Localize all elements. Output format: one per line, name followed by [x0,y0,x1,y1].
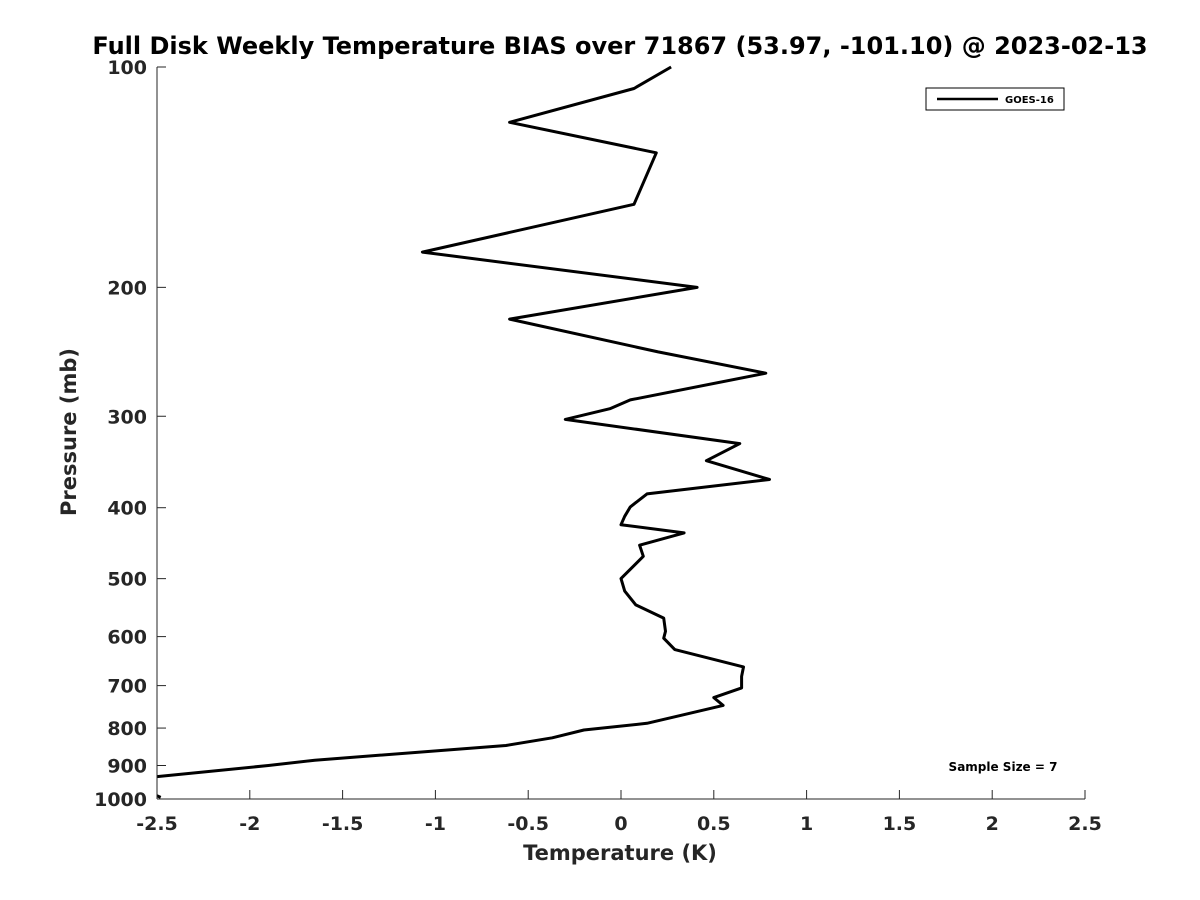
legend: GOES-16 [925,87,1065,111]
x-axis-label: Temperature (K) [523,841,717,865]
x-tick-label: 1 [800,813,813,835]
y-tick-label: 600 [107,627,147,649]
legend-label: GOES-16 [1005,95,1054,106]
chart-title: Full Disk Weekly Temperature BIAS over 7… [92,32,1147,60]
y-tick-label: 900 [107,756,147,778]
y-tick-label: 100 [107,57,147,79]
series-line-goes-16 [156,65,771,779]
y-axis-label: Pressure (mb) [57,348,81,516]
x-tick-label: -1 [425,813,446,835]
x-tick-label: 1.5 [883,813,917,835]
sample-size-annotation: Sample Size = 7 [949,760,1058,774]
y-tick-label: 800 [107,718,147,740]
y-axis: 100 200 300 400 500 600 700 800 900 1000 [94,57,166,811]
x-axis: -2.5 -2 -1.5 -1 -0.5 0 0.5 1 1.5 2 2.5 [136,790,1102,835]
y-tick-label: 200 [107,277,147,299]
x-tick-label: -1.5 [322,813,364,835]
y-tick-label: 700 [107,676,147,698]
x-tick-label: 2 [986,813,999,835]
x-tick-label: 2.5 [1068,813,1102,835]
y-tick-label: 500 [107,569,147,591]
plot-area [156,65,771,799]
x-tick-label: -2 [239,813,260,835]
series-line-segment [156,794,162,799]
x-tick-label: -2.5 [136,813,178,835]
y-tick-label: 300 [107,406,147,428]
x-tick-label: 0 [614,813,627,835]
x-tick-label: -0.5 [507,813,549,835]
x-tick-label: 0.5 [697,813,731,835]
y-tick-label: 1000 [94,789,147,811]
y-tick-label: 400 [107,498,147,520]
